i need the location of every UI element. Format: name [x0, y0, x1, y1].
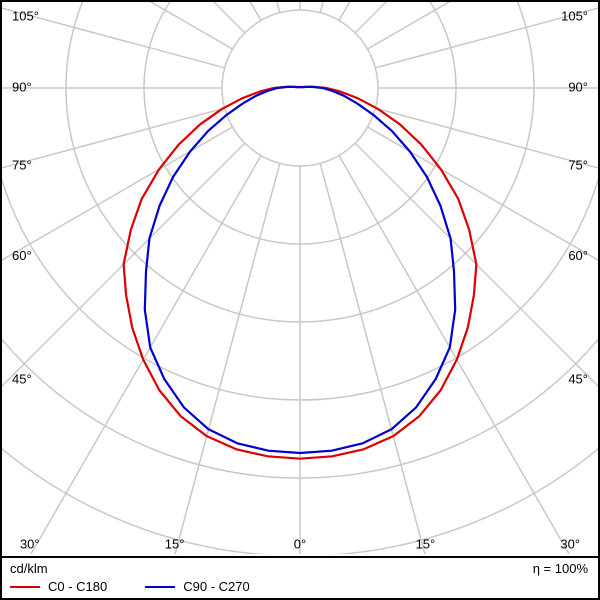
- legend-item: C90 - C270: [145, 579, 250, 594]
- legend-series-row: C0 - C180 C90 - C270: [10, 579, 588, 594]
- grid-spoke: [367, 126, 598, 261]
- intensity-curves: [122, 85, 478, 460]
- angle-label: 15°: [416, 536, 436, 551]
- angle-label: 45°: [12, 371, 32, 386]
- angle-label: 30°: [20, 536, 40, 551]
- legend-item: C0 - C180: [10, 579, 107, 594]
- grid-spoke: [2, 126, 233, 261]
- angle-label: 90°: [12, 79, 32, 94]
- angle-label: 75°: [568, 158, 588, 173]
- angle-label: 0°: [294, 536, 306, 551]
- angle-label: 45°: [568, 371, 588, 386]
- grid-spoke: [375, 7, 598, 69]
- grid-spoke: [319, 2, 324, 13]
- legend-swatch-line: [10, 585, 40, 588]
- legend-series-name: C90 - C270: [183, 579, 250, 594]
- grid-spoke: [319, 163, 426, 554]
- angle-label: 30°: [560, 536, 580, 551]
- grid-spoke: [375, 107, 598, 169]
- grid-spoke: [149, 2, 233, 50]
- series-curve-c0-c180: [122, 85, 478, 460]
- angle-label: 105°: [12, 8, 39, 23]
- angle-label: 105°: [561, 8, 588, 23]
- polar-chart-area: 105° 90° 75° 60° 45° 105° 90° 75° 60° 45° 30° 15° 0°…: [2, 2, 598, 554]
- angle-label: 60°: [568, 248, 588, 263]
- angle-label: 90°: [568, 79, 588, 94]
- grid-spoke: [276, 2, 281, 13]
- grid-spoke: [2, 107, 225, 169]
- legend-swatch-line: [145, 585, 176, 588]
- unit-label: cd/klm: [10, 561, 48, 576]
- grid-spoke: [338, 155, 570, 554]
- legend-top-row: cd/klm η = 100%: [10, 561, 588, 576]
- grid-spoke: [2, 7, 225, 69]
- legend-series-name: C0 - C180: [48, 579, 108, 594]
- legend: cd/klm η = 100% C0 - C180 C90 - C270: [0, 556, 600, 600]
- efficiency-label: η = 100%: [532, 561, 588, 576]
- grid-spoke: [354, 142, 598, 388]
- grid-spoke: [2, 142, 246, 388]
- series-curve-c90-c270: [143, 85, 457, 455]
- grid-spoke: [174, 163, 281, 554]
- grid-spoke: [367, 2, 451, 50]
- grid-spoke: [30, 155, 262, 554]
- polar-grid: [2, 2, 598, 554]
- angle-label: 60°: [12, 248, 32, 263]
- angle-label: 15°: [165, 536, 185, 551]
- angle-label: 75°: [12, 158, 32, 173]
- polar-chart: 105° 90° 75° 60° 45° 105° 90° 75° 60° 45° 30° 15° 0°…: [2, 2, 598, 554]
- angle-labels: 105° 90° 75° 60° 45° 105° 90° 75° 60° 45° 30° 15° 0°…: [12, 8, 588, 551]
